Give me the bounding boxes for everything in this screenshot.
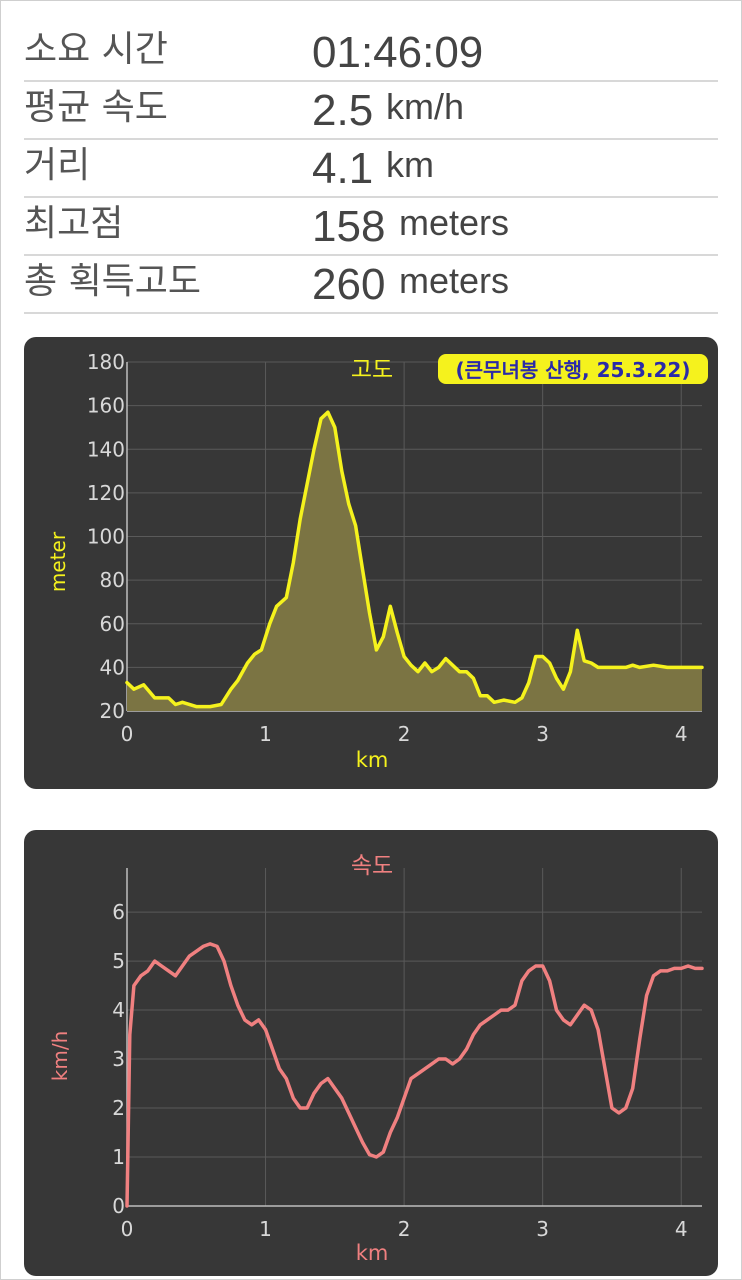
chart-title: 고도 <box>351 357 393 383</box>
elevation-chart: 0 1 2 3 4 20 40 60 80 100 120 140 160 180 고도 km meter (큰무… <box>46 350 708 772</box>
speed-chart-card: 0 1 2 3 4 0 1 2 3 4 5 6 속도 km km/h <box>24 830 718 1276</box>
stat-value: 4.1 <box>312 144 374 193</box>
y-tick-label: 20 <box>100 699 125 723</box>
stat-row-total-gain: 총 획득고도 260 meters <box>24 256 718 314</box>
chart-title: 속도 <box>351 853 393 879</box>
series-area-fill <box>127 412 702 711</box>
x-tick-label: 4 <box>675 722 688 746</box>
x-tick-label: 0 <box>121 722 134 746</box>
stat-row-distance: 거리 4.1 km <box>24 140 718 198</box>
stat-unit: meters <box>399 260 510 301</box>
y-tick-label: 1 <box>112 1145 125 1169</box>
x-tick-label: 1 <box>259 1217 272 1241</box>
stat-unit: km <box>386 144 434 185</box>
x-axis-label: km <box>356 748 389 772</box>
y-tick-label: 2 <box>112 1096 125 1120</box>
x-tick-label: 0 <box>121 1217 134 1241</box>
stat-label: 최고점 <box>24 203 124 244</box>
stats-table: 소요 시간 01:46:09 평균 속도 2.5 km/h 거리 4.1 km … <box>24 24 718 314</box>
x-tick-label: 1 <box>259 722 272 746</box>
speed-chart: 0 1 2 3 4 0 1 2 3 4 5 6 속도 km km/h <box>48 853 704 1265</box>
x-axis-label: km <box>356 1241 389 1265</box>
x-tick-label: 2 <box>398 1217 411 1241</box>
y-tick-label: 60 <box>100 612 125 636</box>
x-tick-label: 4 <box>675 1217 688 1241</box>
stat-row-duration: 소요 시간 01:46:09 <box>24 24 718 82</box>
y-tick-label: 100 <box>87 525 125 549</box>
y-tick-label: 0 <box>112 1194 125 1218</box>
stat-value: 01:46:09 <box>312 28 484 77</box>
y-tick-label: 5 <box>112 949 125 973</box>
stat-unit: meters <box>399 202 510 243</box>
x-tick-label: 3 <box>536 1217 549 1241</box>
series-line <box>125 410 704 709</box>
annotation-badge <box>438 354 708 384</box>
y-tick-label: 120 <box>87 481 125 505</box>
stat-label: 평균 속도 <box>24 87 168 128</box>
y-axis-label: meter <box>46 531 70 592</box>
series-line <box>125 942 704 1208</box>
y-tick-label: 160 <box>87 394 125 418</box>
stat-label: 총 획득고도 <box>24 261 202 302</box>
annotation-text: (큰무녀봉 산행, 25.3.22) <box>456 358 691 382</box>
stat-value: 158 <box>312 202 386 251</box>
y-tick-label: 4 <box>112 998 125 1022</box>
stat-value: 2.5 <box>312 86 374 135</box>
y-tick-label: 140 <box>87 437 125 461</box>
stat-unit: km/h <box>386 86 465 127</box>
x-tick-label: 2 <box>398 722 411 746</box>
stat-row-avg-speed: 평균 속도 2.5 km/h <box>24 82 718 140</box>
stat-value: 260 <box>312 260 386 309</box>
y-tick-label: 3 <box>112 1047 125 1071</box>
stat-label: 거리 <box>24 145 91 186</box>
x-tick-label: 3 <box>536 722 549 746</box>
y-tick-label: 6 <box>112 900 125 924</box>
y-tick-label: 180 <box>87 350 125 374</box>
y-axis-label: km/h <box>48 1031 72 1081</box>
y-tick-label: 40 <box>100 655 125 679</box>
stat-label: 소요 시간 <box>24 29 168 70</box>
elevation-chart-card: 0 1 2 3 4 20 40 60 80 100 120 140 160 180 고도 km meter (큰무… <box>24 337 718 789</box>
stat-row-highest-point: 최고점 158 meters <box>24 198 718 256</box>
y-tick-label: 80 <box>100 568 125 592</box>
